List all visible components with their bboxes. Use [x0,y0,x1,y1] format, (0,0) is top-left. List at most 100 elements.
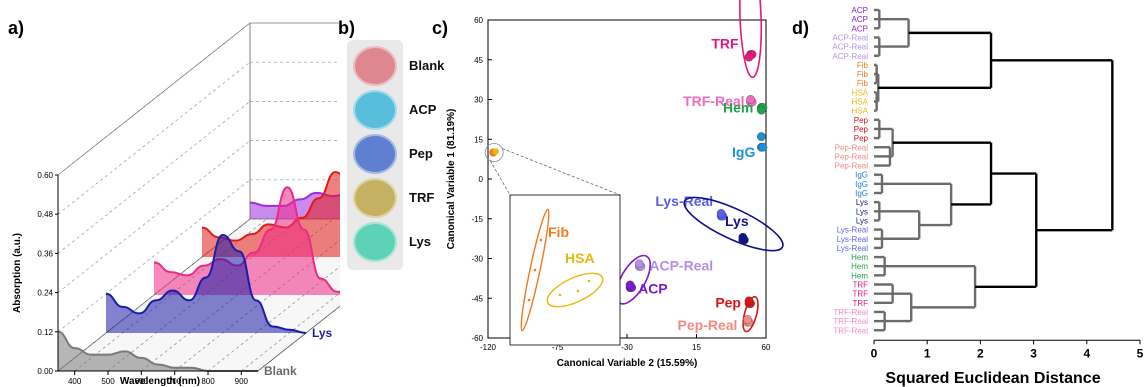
point-trf-real [746,95,755,104]
x-tick-label: 4 [1083,346,1090,360]
grid-side-line [57,179,251,333]
y-tick-label: -45 [471,294,483,303]
leaf-label: HSA [852,88,869,97]
inset-point-hsa [576,289,580,293]
leaf-label: ACP [852,24,868,33]
point-trf [744,52,754,62]
y-tick-label: 0.36 [37,249,53,258]
grid-side-line [57,101,251,254]
y-tick-label: -15 [471,215,483,224]
point-hsa [492,148,499,155]
inset-point-fib [539,238,543,242]
swatch-label-pep: Pep [409,146,433,161]
swatch-lys [353,222,397,262]
leaf-label: Hem [851,262,868,271]
group-label-acp: ACP [638,281,668,297]
leaf-label: Lys-Real [837,235,868,244]
x-tick-label: 60 [762,343,771,352]
group-label-trf: TRF [711,35,739,51]
x-tick-label: 700 [168,377,182,386]
ellipse-pep [742,295,759,333]
series-label-blank: Blank [264,364,297,378]
leaf-label: TRF-Real [833,317,868,326]
leaf-label: Hem [851,253,868,262]
leaf-label: IgG [855,189,868,198]
group-label-igg: IgG [732,144,755,160]
x-tick-label: 5 [1137,346,1144,360]
x-axis-label: Squared Euclidean Distance [885,370,1100,387]
y-axis-label: Absorption (a.u.) [12,233,23,313]
leaf-label: Hem [851,271,868,280]
panel-c-letter: c) [432,18,449,38]
point-acp-real [635,259,644,269]
leaf-label: Pep [854,134,869,143]
leaf-label: TRF [852,290,868,299]
ellipse-trf [739,0,763,79]
point-pep-real [743,315,752,324]
leaf-label: Lys [856,198,868,207]
y-tick-label: 0.60 [37,171,53,180]
leaf-label: TRF [852,299,868,308]
y-tick-label: 0 [479,175,484,184]
inset-ellipse-fib [520,208,550,332]
x-tick-label: 400 [68,377,82,386]
leaf-label: Pep-Real [835,162,869,171]
series-area-trf [154,187,340,295]
y-tick-label: 60 [474,16,483,25]
series-label-lys: Lys [312,326,333,340]
group-label-acp-real: ACP-Real [649,257,713,273]
group-label-lys: Lys [725,213,749,229]
zoom-circle [484,143,504,162]
leaf-label: Fib [857,61,869,70]
x-tick-label: 15 [692,343,701,352]
leaf-label: Lys [856,207,868,216]
leaf-label: Pep-Real [835,152,869,161]
inset-point-fib [533,268,537,272]
inset-ellipse-hsa [546,272,604,308]
panel-a-chart: ACPPepTRFLysBlank4005006007008009000.000… [12,22,340,387]
leaf-label: TRF-Real [833,326,868,335]
leaf-label: IgG [855,171,868,180]
x-tick-label: 1 [924,346,931,360]
zoom-line [489,160,511,196]
group-label-trf-real: TRF-Real [683,93,744,109]
point-acp [625,280,635,290]
x-axis-label: Canonical Variable 2 (15.59%) [557,358,698,369]
leaf-label: HSA [852,98,869,107]
x-tick-label: 3 [1030,346,1037,360]
group-label-pep-real: Pep-Real [678,317,738,333]
x-axis-label: Wavelength (nm) [120,376,200,387]
y-tick-label: 0.24 [37,289,53,298]
series-line-pep [201,171,340,242]
y-tick-label: 0.00 [37,367,53,376]
leaf-label: ACP-Real [832,52,868,61]
leaf-label: ACP [852,15,868,24]
swatch-pep [353,134,397,174]
x-tick-label: -30 [621,343,633,352]
leaf-label: Lys-Real [837,226,868,235]
swatch-label-blank: Blank [409,58,445,73]
y-axis-label: Canonical Variable 1 (81.19%) [446,109,457,250]
series-line-lys [105,233,307,334]
inset-point-hsa [558,293,562,297]
leaf-label: Pep-Real [835,143,869,152]
inset-label-fib: Fib [548,224,569,240]
y-tick-label: 0.12 [37,328,53,337]
x-tick-label: -75 [552,343,564,352]
series-area-lys [106,235,306,333]
point-lys [738,232,748,242]
point-igg [757,132,766,141]
leaf-label: ACP [852,6,868,15]
panel-d-chart: ACPACPACPACP-RealACP-RealACP-RealFibFibF… [832,6,1144,387]
leaf-label: Lys-Real [837,244,868,253]
y-tick-label: 15 [474,135,483,144]
x-tick-label: 2 [977,346,984,360]
leaf-label: Lys [856,216,868,225]
panel-b-letter: b) [338,18,355,38]
swatch-blank [353,46,397,86]
series-area-blank [58,331,258,371]
swatch-label-acp: ACP [409,102,437,117]
leaf-label: TRF [852,281,868,290]
leaf-label: HSA [852,107,869,116]
